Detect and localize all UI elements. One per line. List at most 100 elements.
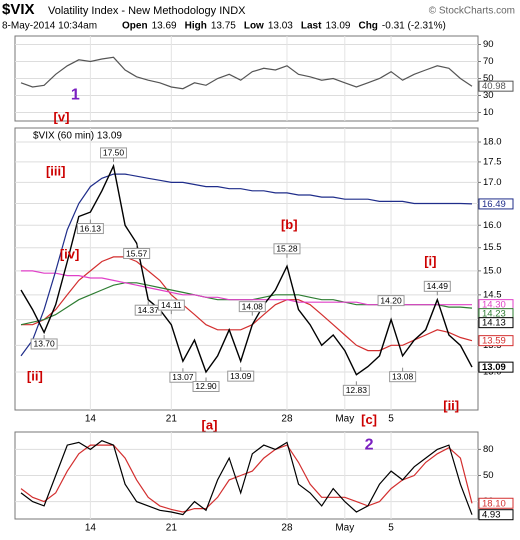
end-label: 14.13: [482, 318, 506, 329]
wave-label: [c]: [361, 412, 377, 427]
end-label: 13.09: [482, 362, 506, 373]
callout-label: 13.08: [392, 371, 414, 381]
callout-box: [238, 301, 266, 313]
y-tick-label: 16.0: [483, 220, 502, 231]
series-line: [20, 440, 473, 516]
end-label-box: [478, 361, 514, 373]
wave-label: [a]: [202, 418, 218, 433]
x-tick-label: 14: [85, 414, 97, 425]
wave-label: [ii]: [443, 398, 459, 413]
y-tick-label: 15.0: [483, 265, 502, 276]
quote-value: -0.31 (-2.31%): [382, 21, 446, 32]
x-tick-label: 28: [281, 523, 293, 534]
y-tick-label: 30: [483, 90, 494, 101]
quote-label: High: [185, 21, 207, 32]
wave-label: [i]: [424, 253, 436, 268]
callout-label: 14.49: [427, 281, 449, 291]
wave-label: [b]: [281, 217, 298, 232]
wave-label: [iv]: [60, 246, 80, 261]
callout-box: [423, 280, 451, 292]
y-tick-label: 10: [483, 107, 494, 118]
quote-value: 13.03: [268, 21, 293, 32]
callout-label: 14.37: [138, 305, 160, 315]
x-tick-label: 21: [166, 414, 178, 425]
x-tick-label: 21: [166, 523, 178, 534]
callout-box: [123, 248, 151, 260]
wave-label: [ii]: [27, 368, 43, 383]
callout-box: [76, 223, 104, 235]
callout-box: [30, 338, 58, 350]
end-label-box: [478, 497, 514, 509]
quote-value: 13.69: [152, 21, 177, 32]
wave-label: 2: [365, 436, 374, 453]
end-label: 18.10: [482, 498, 506, 509]
instrument-name: Volatility Index - New Methodology INDX: [48, 5, 246, 17]
end-label: 40.98: [482, 81, 506, 92]
panel-frame: [14, 127, 479, 411]
y-tick-label: 70: [483, 56, 494, 67]
callout-box: [377, 295, 405, 307]
callout-label: 13.70: [33, 339, 55, 349]
callout-box: [227, 370, 255, 382]
quote-label: Low: [244, 21, 264, 32]
callout-label: 14.11: [161, 300, 182, 310]
wave-label: [v]: [54, 109, 70, 124]
callout-label: 12.90: [195, 381, 217, 391]
series-line: [20, 56, 473, 90]
series-line: [20, 163, 473, 376]
callout-label: 12.83: [346, 385, 368, 395]
end-label-box: [478, 198, 514, 210]
callout-label: 15.57: [126, 248, 148, 258]
callout-label: 15.28: [276, 244, 298, 254]
quote-label: Chg: [358, 21, 377, 32]
wave-label: [iii]: [46, 164, 66, 179]
x-tick-label: 5: [388, 414, 394, 425]
y-tick-label: 14.5: [483, 289, 502, 300]
y-tick-label: 90: [483, 39, 494, 50]
callout-label: 17.50: [103, 148, 125, 158]
end-label: 13.59: [482, 336, 506, 347]
y-tick-label: 18.0: [483, 137, 502, 148]
y-tick-label: 17.0: [483, 177, 502, 188]
end-label-box: [478, 80, 514, 92]
quote-value: 13.75: [211, 21, 236, 32]
series-line: [20, 173, 473, 357]
quote-label: Last: [301, 21, 322, 32]
callout-label: 14.08: [242, 301, 264, 311]
callout-box: [192, 380, 220, 392]
quote-value: 13.09: [325, 21, 350, 32]
legend: $VIX (60 min) 13.09: [33, 131, 122, 142]
callout-label: 14.20: [380, 295, 402, 305]
wave-label: 1: [71, 87, 80, 104]
callout-box: [157, 299, 185, 311]
callout-label: 16.13: [80, 223, 102, 233]
end-label-box: [478, 509, 514, 521]
series-line: [21, 256, 473, 352]
callout-box: [100, 147, 128, 159]
y-tick-label: 50: [483, 470, 494, 481]
x-tick-label: 28: [281, 414, 293, 425]
callout-label: 13.07: [172, 372, 194, 382]
end-label: 16.49: [482, 199, 506, 210]
y-tick-label: 15.5: [483, 242, 502, 253]
callout-box: [389, 371, 417, 383]
symbol: $VIX: [2, 1, 35, 18]
end-label: 14.23: [482, 309, 506, 320]
quote-label: Open: [122, 21, 148, 32]
end-label-box: [478, 335, 514, 347]
x-tick-label: May: [335, 523, 354, 534]
y-tick-label: 80: [483, 444, 494, 455]
x-tick-label: May: [335, 414, 354, 425]
callout-box: [169, 371, 197, 383]
callout-box: [273, 243, 301, 255]
x-tick-label: 14: [85, 523, 97, 534]
callout-label: 13.09: [230, 371, 252, 381]
quote-date: 8-May-2014 10:34am: [2, 21, 97, 32]
copyright: © StockCharts.com: [429, 6, 515, 17]
end-label-box: [478, 317, 514, 329]
x-tick-label: 5: [388, 523, 394, 534]
y-tick-label: 50: [483, 73, 494, 84]
end-label: 14.30: [482, 300, 506, 311]
callout-box: [342, 384, 370, 396]
